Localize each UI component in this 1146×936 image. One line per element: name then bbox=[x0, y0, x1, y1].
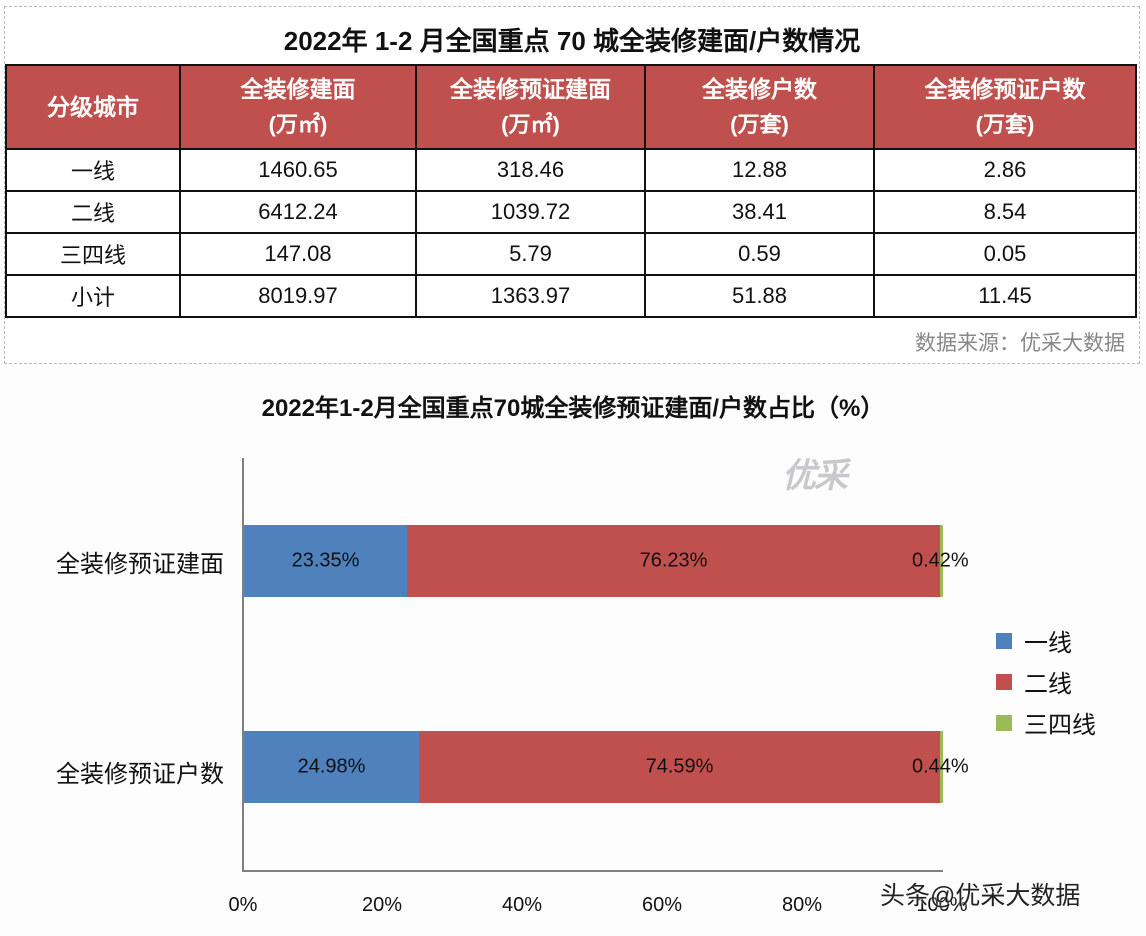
bar-segment-tier34 bbox=[940, 525, 943, 597]
cell-value: 2.86 bbox=[873, 148, 1137, 192]
header-city-tier: 分级城市 bbox=[5, 64, 181, 150]
credit-watermark: 头条@优采大数据 bbox=[880, 882, 1081, 910]
cell-value: 51.88 bbox=[644, 274, 875, 318]
legend-swatch-icon bbox=[996, 632, 1012, 649]
cell-value: 1363.97 bbox=[415, 274, 646, 318]
table-panel: 2022年 1-2 月全国重点 70 城全装修建面/户数情况 分级城市 全装修建… bbox=[4, 6, 1140, 364]
x-tick: 40% bbox=[501, 894, 543, 916]
cell-value: 38.41 bbox=[644, 190, 875, 234]
header-presale-units: 全装修预证户数 (万套) bbox=[873, 64, 1137, 150]
x-tick: 0% bbox=[228, 894, 258, 916]
bar-segment-tier2: 74.59% bbox=[419, 731, 940, 803]
table-header-row: 分级城市 全装修建面 (万㎡) 全装修预证建面 (万㎡) 全装修户数 (万套) 全装修… bbox=[5, 64, 1137, 150]
table-row-subtotal: 小计 8019.97 1363.97 51.88 11.45 bbox=[5, 274, 1137, 318]
cell-value: 12.88 bbox=[644, 148, 875, 192]
cell-tier: 三四线 bbox=[5, 232, 181, 276]
cell-tier: 一线 bbox=[5, 148, 181, 192]
cell-tier: 小计 bbox=[5, 274, 181, 318]
cell-value: 8019.97 bbox=[179, 274, 417, 318]
cell-value: 6412.24 bbox=[179, 190, 417, 234]
x-tick: 100% bbox=[916, 894, 968, 916]
cell-value: 0.05 bbox=[873, 232, 1137, 276]
x-tick: 20% bbox=[361, 894, 403, 916]
legend-swatch-icon bbox=[996, 673, 1012, 690]
data-label: 74.59% bbox=[645, 755, 714, 778]
legend-item-tier2: 二线 bbox=[996, 661, 1096, 702]
watermark-logo: 优采 bbox=[782, 457, 848, 495]
cell-value: 318.46 bbox=[415, 148, 646, 192]
legend-item-tier34: 三四线 bbox=[996, 702, 1096, 743]
x-tick: 60% bbox=[641, 894, 683, 916]
category-label: 全装修预证建面 bbox=[56, 551, 224, 578]
data-label: 76.23% bbox=[639, 549, 708, 572]
cell-value: 5.79 bbox=[415, 232, 646, 276]
legend-swatch-icon bbox=[996, 714, 1012, 731]
bar-segment-tier34 bbox=[940, 731, 943, 803]
bar-segment-tier1: 24.98% bbox=[244, 731, 419, 803]
table-row: 三四线 147.08 5.79 0.59 0.05 bbox=[5, 232, 1137, 276]
table-row: 二线 6412.24 1039.72 38.41 8.54 bbox=[5, 190, 1137, 234]
cell-value: 1460.65 bbox=[179, 148, 417, 192]
header-full-deco-area: 全装修建面 (万㎡) bbox=[179, 64, 417, 150]
bar-presale-units: 24.98% 74.59% 0.44% bbox=[244, 731, 969, 803]
x-tick: 80% bbox=[781, 894, 823, 916]
bar-segment-tier1: 23.35% bbox=[244, 525, 407, 597]
table-row: 一线 1460.65 318.46 12.88 2.86 bbox=[5, 148, 1137, 192]
legend: 一线 二线 三四线 bbox=[996, 620, 1096, 743]
data-label: 24.98% bbox=[297, 755, 366, 778]
plot-area: 23.35% 76.23% 0.42% 24.98% 74.59% 0.44% bbox=[242, 458, 969, 872]
chart-title: 2022年1-2月全国重点70城全装修预证建面/户数占比（%） bbox=[261, 395, 885, 422]
header-full-deco-units: 全装修户数 (万套) bbox=[644, 64, 875, 150]
bar-presale-area: 23.35% 76.23% 0.42% bbox=[244, 525, 969, 597]
cell-tier: 二线 bbox=[5, 190, 181, 234]
data-label: 23.35% bbox=[291, 549, 360, 572]
data-table: 分级城市 全装修建面 (万㎡) 全装修预证建面 (万㎡) 全装修户数 (万套) 全装修… bbox=[5, 64, 1137, 318]
bar-segment-tier2: 76.23% bbox=[407, 525, 940, 597]
header-presale-area: 全装修预证建面 (万㎡) bbox=[415, 64, 646, 150]
cell-value: 0.59 bbox=[644, 232, 875, 276]
legend-item-tier1: 一线 bbox=[996, 620, 1096, 661]
table-title: 2022年 1-2 月全国重点 70 城全装修建面/户数情况 bbox=[283, 26, 861, 56]
data-label: 0.42% bbox=[912, 549, 969, 572]
category-label: 全装修预证户数 bbox=[56, 761, 224, 788]
cell-value: 11.45 bbox=[873, 274, 1137, 318]
cell-value: 1039.72 bbox=[415, 190, 646, 234]
cell-value: 8.54 bbox=[873, 190, 1137, 234]
source-note: 数据来源：优采大数据 bbox=[915, 332, 1125, 355]
cell-value: 147.08 bbox=[179, 232, 417, 276]
data-label: 0.44% bbox=[912, 755, 969, 778]
